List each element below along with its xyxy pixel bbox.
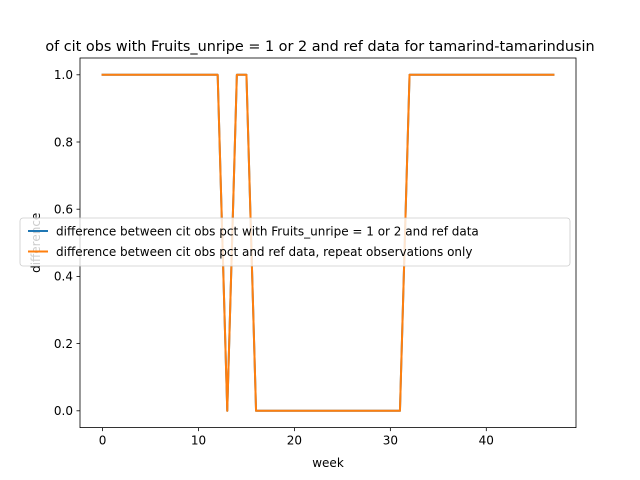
- y-tick-label: 0.0: [54, 404, 73, 418]
- legend-label-2: difference between cit obs pct and ref d…: [56, 245, 472, 259]
- y-tick-label: 0.2: [54, 337, 73, 351]
- x-tick-label: 20: [287, 434, 302, 448]
- y-tick-label: 0.8: [54, 135, 73, 149]
- y-axis: 0.0 0.2 0.4 0.6 0.8 1.0: [54, 68, 80, 418]
- legend: difference between cit obs pct with Frui…: [19, 217, 571, 267]
- y-tick-label: 1.0: [54, 68, 73, 82]
- series-line-2: [101, 73, 555, 412]
- x-axis: 0 10 20 30 40: [99, 427, 494, 448]
- legend-box: [19, 217, 571, 267]
- x-axis-label: week: [312, 456, 344, 470]
- x-tick-label: 10: [191, 434, 206, 448]
- legend-label-1: difference between cit obs pct with Frui…: [56, 224, 479, 238]
- x-tick-label: 40: [479, 434, 494, 448]
- series-layer: [101, 73, 555, 412]
- x-tick-label: 0: [99, 434, 107, 448]
- y-tick-label: 0.4: [54, 270, 73, 284]
- x-tick-label: 30: [383, 434, 398, 448]
- y-tick-label: 0.6: [54, 203, 73, 217]
- chart-title: of cit obs with Fruits_unripe = 1 or 2 a…: [45, 39, 594, 55]
